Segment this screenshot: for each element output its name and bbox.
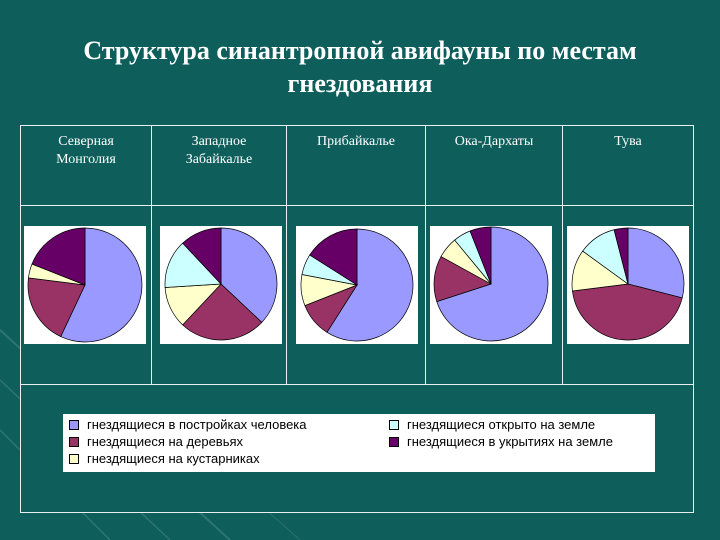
- pie-box-oka-darkhaty: [430, 226, 552, 344]
- slice-trees: [572, 283, 683, 341]
- legend-swatch-shrubs: [69, 453, 79, 464]
- pie-chart-oka-darkhaty: [433, 226, 549, 342]
- legend-item-buildings: гнездящиеся в постройках человека: [69, 417, 307, 433]
- slice-covered-ground: [182, 227, 222, 285]
- region-label-line: Ока-Дархаты: [454, 134, 534, 149]
- page-title: Структура синантропной авифауны по места…: [40, 34, 680, 100]
- legend-item-open-ground: гнездящиеся открыто на земле: [389, 417, 595, 433]
- column-divider-4: [562, 125, 563, 385]
- slice-covered-ground: [469, 226, 492, 285]
- region-label-line: Прибайкалье: [317, 134, 395, 149]
- region-label-pribaikalye: Прибайкалье: [292, 133, 420, 151]
- region-label-line: Забайкалье: [185, 152, 253, 167]
- title-line-1: Структура синантропной авифауны по места…: [83, 36, 637, 65]
- header-divider: [20, 205, 694, 206]
- legend-swatch-covered-ground: [389, 436, 399, 447]
- pie-chart-tuva: [571, 227, 685, 341]
- legend-swatch-open-ground: [389, 419, 399, 430]
- legend-swatch-buildings: [69, 419, 79, 430]
- region-label-line: Тува: [614, 134, 642, 149]
- slice-trees: [27, 277, 86, 338]
- chart-legend: гнездящиеся в постройках человека гнездя…: [63, 414, 655, 472]
- region-label-line: Северная: [58, 134, 114, 149]
- column-divider-2: [286, 125, 287, 385]
- slice-buildings: [436, 226, 549, 342]
- slice-covered-ground: [613, 227, 629, 285]
- pie-box-west-transbaikalia: [160, 226, 282, 344]
- region-label-tuva: Тува: [564, 133, 692, 151]
- pie-chart-west-transbaikalia: [164, 227, 278, 341]
- region-label-line: Западное: [191, 134, 247, 149]
- legend-label: гнездящиеся на кустарниках: [87, 451, 260, 466]
- legend-label: гнездящиеся в постройках человека: [87, 417, 307, 432]
- slice-buildings: [627, 227, 685, 299]
- legend-label: гнездящиеся открыто на земле: [407, 417, 596, 432]
- slice-trees: [182, 283, 263, 341]
- pie-box-tuva: [567, 226, 689, 344]
- title-line-2: гнездования: [287, 69, 433, 98]
- slice-buildings: [326, 228, 414, 342]
- column-divider-1: [151, 125, 152, 385]
- legend-swatch-trees: [69, 436, 79, 447]
- legend-item-shrubs: гнездящиеся на кустарниках: [69, 451, 260, 467]
- region-label-oka-darkhaty: Ока-Дархаты: [430, 133, 558, 151]
- pie-box-north-mongolia: [24, 226, 146, 344]
- slice-covered-ground: [309, 228, 358, 286]
- column-divider-3: [425, 125, 426, 385]
- pie-chart-north-mongolia: [27, 227, 143, 343]
- region-label-west-transbaikalia: Западное Забайкалье: [155, 133, 283, 169]
- legend-item-covered-ground: гнездящиеся в укрытиях на земле: [389, 434, 613, 450]
- pie-chart-pribaikalye: [300, 228, 414, 342]
- region-label-line: Монголия: [56, 152, 116, 167]
- legend-label: гнездящиеся на деревьях: [87, 434, 244, 449]
- slice-buildings: [60, 227, 143, 343]
- slice-covered-ground: [31, 227, 86, 286]
- pies-bottom-divider: [20, 384, 694, 385]
- pie-box-pribaikalye: [296, 226, 418, 344]
- region-label-north-mongolia: Северная Монголия: [22, 133, 150, 169]
- legend-item-trees: гнездящиеся на деревьях: [69, 434, 243, 450]
- legend-label: гнездящиеся в укрытиях на земле: [407, 434, 613, 449]
- slice-buildings: [220, 227, 278, 323]
